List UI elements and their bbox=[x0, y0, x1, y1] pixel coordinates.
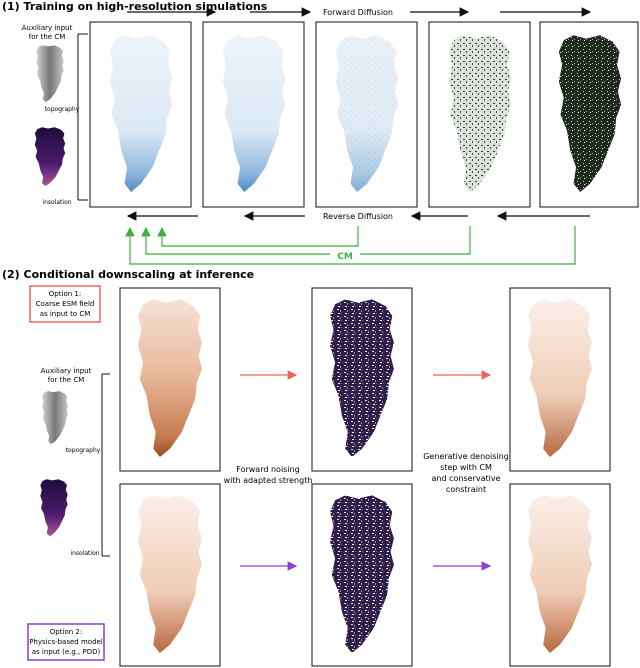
option1-line3: as input to CM bbox=[40, 310, 91, 318]
aux-label-line2: for the CM bbox=[29, 33, 66, 41]
option1-line2: Coarse ESM field bbox=[36, 300, 95, 308]
denoising-line4: constraint bbox=[446, 485, 486, 494]
insolation-label: insolation bbox=[42, 199, 71, 206]
cm-feedback-arrows bbox=[125, 226, 576, 265]
training-panel-3 bbox=[315, 21, 418, 208]
topography-map-2 bbox=[42, 391, 68, 445]
cm-label: CM bbox=[337, 252, 353, 262]
topography-map bbox=[36, 45, 64, 103]
aux2-label-line2: for the CM bbox=[48, 376, 85, 384]
option2-line1: Option 2: bbox=[50, 628, 82, 636]
denoising-line3: and conservative bbox=[432, 474, 501, 483]
inference-panel-output-1 bbox=[509, 287, 611, 472]
option2-box: Option 2: Physics-based model as input (… bbox=[27, 623, 105, 661]
aux-label-line1: Auxiliary input bbox=[22, 24, 73, 32]
forward-noising-line1: Forward noising bbox=[236, 465, 299, 474]
section1-title: (1) Training on high-resolution simulati… bbox=[2, 0, 268, 13]
inference-panel-output-2 bbox=[509, 483, 611, 667]
forward-noising-line2: with adapted strength bbox=[224, 476, 313, 485]
option1-box: Option 1: Coarse ESM field as input to C… bbox=[29, 285, 101, 323]
section2-title: (2) Conditional downscaling at inference bbox=[2, 268, 254, 281]
insolation-map bbox=[34, 127, 66, 187]
forward-diffusion-label: Forward Diffusion bbox=[323, 8, 393, 17]
training-panel-5 bbox=[539, 21, 639, 208]
insolation-map-2 bbox=[40, 479, 68, 537]
inference-panel-coarse-esm bbox=[119, 287, 221, 472]
option2-line3: as input (e.g., PDD) bbox=[32, 648, 101, 656]
denoising-line1: Generative denoising bbox=[423, 452, 509, 461]
aux2-label-line1: Auxiliary input bbox=[41, 367, 92, 375]
training-panel-1 bbox=[89, 21, 192, 208]
topography-label-2: topography bbox=[66, 447, 101, 454]
training-panel-4 bbox=[428, 21, 531, 208]
training-panel-2 bbox=[202, 21, 305, 208]
reverse-diffusion-label: Reverse Diffusion bbox=[323, 212, 393, 221]
option1-line1: Option 1: bbox=[49, 290, 81, 298]
inference-panel-noised-1 bbox=[311, 287, 413, 472]
option2-line2: Physics-based model bbox=[29, 638, 103, 646]
inference-panel-physics bbox=[119, 483, 221, 667]
denoising-line2: step with CM bbox=[440, 463, 492, 472]
insolation-label-2: insolation bbox=[70, 550, 99, 557]
inference-panel-noised-2 bbox=[311, 483, 413, 667]
topography-label: topography bbox=[45, 106, 80, 113]
